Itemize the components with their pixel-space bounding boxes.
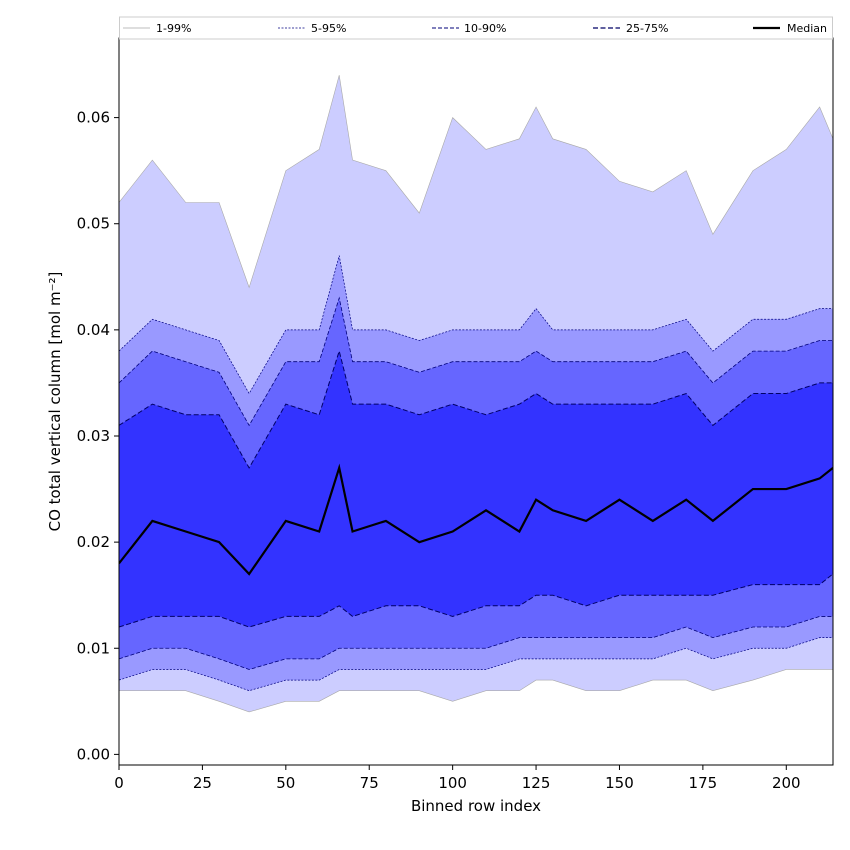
band-10-90-lower-line — [119, 616, 833, 670]
band-1-99-upper-line — [119, 75, 833, 289]
legend-label-1-99: 1-99% — [156, 22, 191, 35]
plot-area — [119, 75, 833, 713]
legend-label-median: Median — [787, 22, 827, 35]
y-tick-label: 0.00 — [77, 745, 110, 763]
median-line — [119, 463, 833, 576]
band-25-75-area — [119, 351, 833, 628]
legend: 1-99% 5-95% 10-90% 25-75% Median — [119, 16, 833, 40]
band-5-95-lower-line — [119, 637, 833, 692]
x-tick-label: 50 — [276, 774, 295, 792]
axes: 0 25 50 75 100 125 150 175 200 0.00 0.01 0.02 0.03 0.… — [46, 37, 834, 815]
x-tick-label: 125 — [522, 774, 551, 792]
legend-label-25-75: 25-75% — [626, 22, 668, 35]
legend-box — [119, 16, 833, 40]
band-1-99-lower-line — [119, 669, 833, 713]
band-5-95-upper-line — [119, 255, 833, 395]
legend-label-5-95: 5-95% — [311, 22, 346, 35]
y-tick-label: 0.01 — [77, 639, 110, 657]
y-tick-label: 0.03 — [77, 427, 110, 445]
x-tick-label: 75 — [360, 774, 379, 792]
x-tick-label: 0 — [114, 774, 124, 792]
legend-label-10-90: 10-90% — [464, 22, 506, 35]
x-tick-label: 200 — [772, 774, 801, 792]
band-25-75-lower-line — [119, 573, 833, 628]
x-tick-label: 25 — [193, 774, 212, 792]
x-axis-label: Binned row index — [411, 797, 541, 815]
band-25-75-upper-line — [119, 349, 833, 469]
band-10-90-upper-line — [119, 296, 833, 427]
y-tick-label: 0.06 — [77, 109, 110, 127]
y-tick-label: 0.02 — [77, 533, 110, 551]
y-axis-label: CO total vertical column [mol m⁻²] — [46, 272, 64, 532]
x-tick-label: 150 — [605, 774, 634, 792]
x-tick-label: 175 — [689, 774, 718, 792]
y-tick-label: 0.04 — [77, 321, 110, 339]
y-tick-label: 0.05 — [77, 215, 110, 233]
x-tick-label: 100 — [438, 774, 467, 792]
